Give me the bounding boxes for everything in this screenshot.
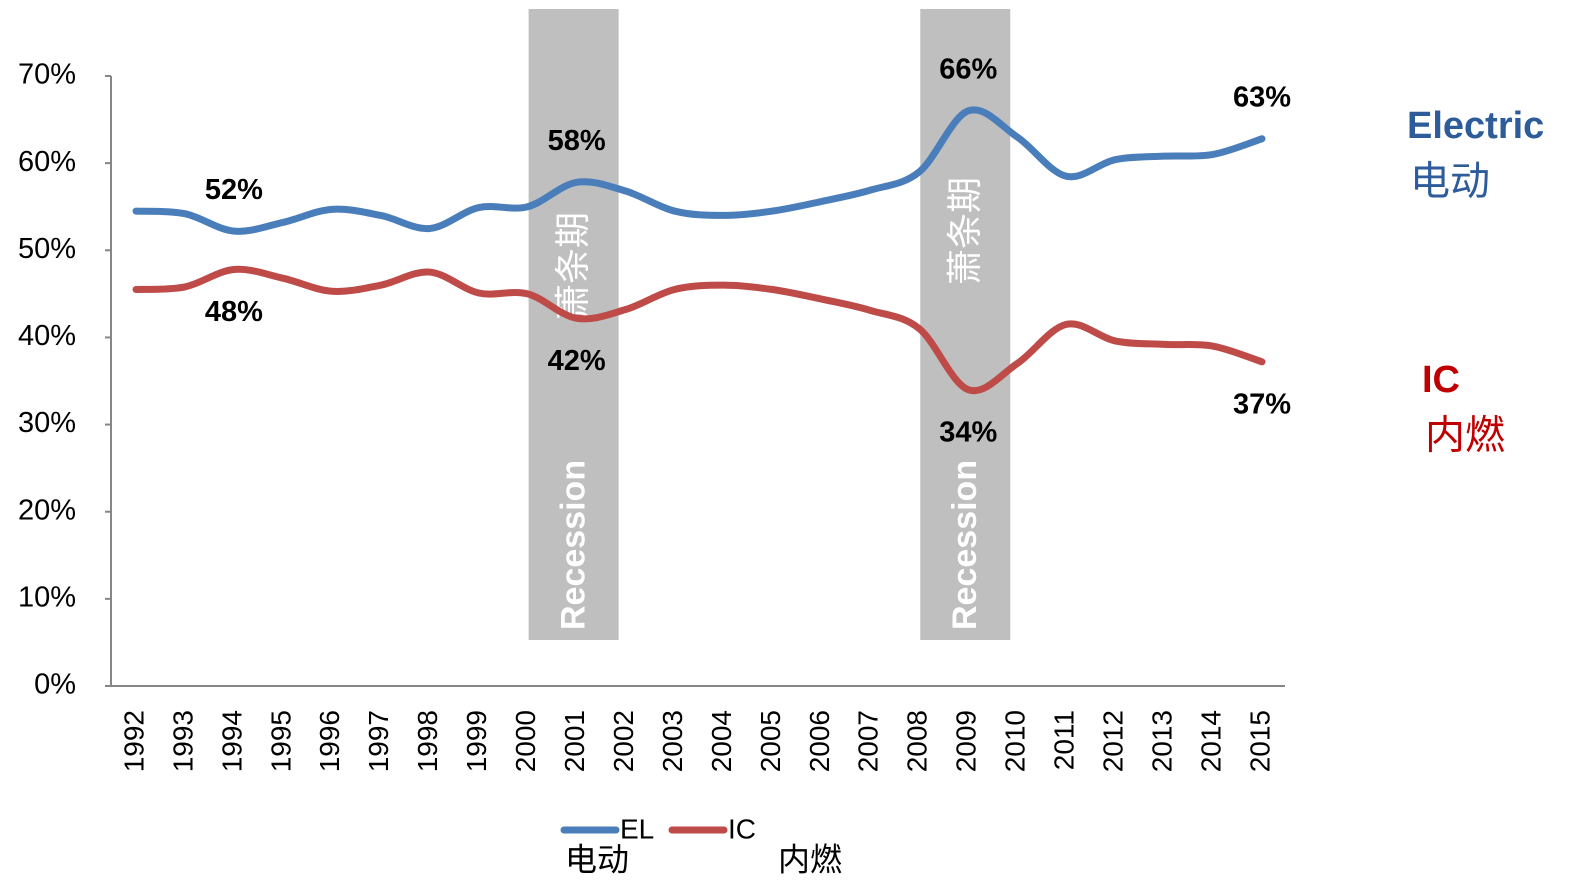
side-label-sub: 电动	[1410, 160, 1490, 204]
y-tick-label: 60%	[18, 146, 76, 178]
side-label: Electric	[1407, 105, 1544, 147]
x-tick-label: 1993	[167, 710, 198, 772]
recession-label: Recession	[555, 460, 593, 630]
x-tick-label: 2000	[510, 710, 541, 772]
data-label: 42%	[548, 345, 606, 377]
x-tick-label: 2009	[951, 710, 982, 772]
series-line	[132, 265, 1266, 395]
x-tick-label: 2002	[608, 710, 639, 772]
recession-band	[528, 9, 619, 640]
data-label: 58%	[548, 125, 606, 157]
x-tick-label: 2012	[1098, 710, 1129, 772]
x-tick-label: 2003	[657, 710, 688, 772]
x-tick-label: 2001	[559, 710, 590, 772]
data-label: 48%	[205, 296, 263, 328]
y-tick-label: 40%	[18, 320, 76, 352]
x-tick-label: 1995	[265, 710, 296, 772]
y-tick-label: 70%	[18, 59, 76, 91]
x-tick-label: 1992	[118, 710, 149, 772]
series-line	[132, 106, 1266, 235]
side-label-sub: 内燃	[1425, 414, 1505, 458]
data-label: 66%	[939, 54, 997, 86]
x-tick-label: 1994	[216, 710, 247, 772]
x-tick-label: 1999	[461, 710, 492, 772]
legend-label: EL	[620, 813, 654, 844]
x-tick-label: 1998	[412, 710, 443, 772]
recession-label-cn: 萧条期	[944, 177, 985, 285]
x-tick-label: 2014	[1195, 710, 1226, 772]
x-tick-label: 1997	[363, 710, 394, 772]
x-tick-label: 2004	[706, 710, 737, 772]
x-tick-label: 2008	[902, 710, 933, 772]
x-tick-label: 2011	[1049, 710, 1080, 770]
y-tick-label: 10%	[18, 582, 76, 614]
y-tick-label: 50%	[18, 233, 76, 265]
y-tick-label: 20%	[18, 494, 76, 526]
x-tick-label: 1996	[314, 710, 345, 772]
x-tick-label: 2013	[1146, 710, 1177, 772]
legend-label: IC	[728, 813, 756, 844]
y-tick-label: 30%	[18, 407, 76, 439]
x-tick-label: 2005	[755, 710, 786, 772]
legend-sub: 内燃	[778, 841, 842, 877]
data-label: 52%	[205, 174, 263, 206]
recession-label-cn: 萧条期	[552, 212, 593, 320]
legend-sub: 电动	[565, 841, 629, 877]
x-tick-label: 2010	[1000, 710, 1031, 772]
x-tick-label: 2006	[804, 710, 835, 772]
y-tick-label: 0%	[34, 669, 76, 701]
data-label: 34%	[939, 416, 997, 448]
recession-label: Recession	[946, 460, 984, 630]
x-tick-label: 2015	[1244, 710, 1275, 772]
data-label: 37%	[1233, 388, 1291, 420]
side-label: IC	[1422, 359, 1460, 401]
x-tick-label: 2007	[853, 710, 884, 772]
data-label: 63%	[1233, 81, 1291, 113]
